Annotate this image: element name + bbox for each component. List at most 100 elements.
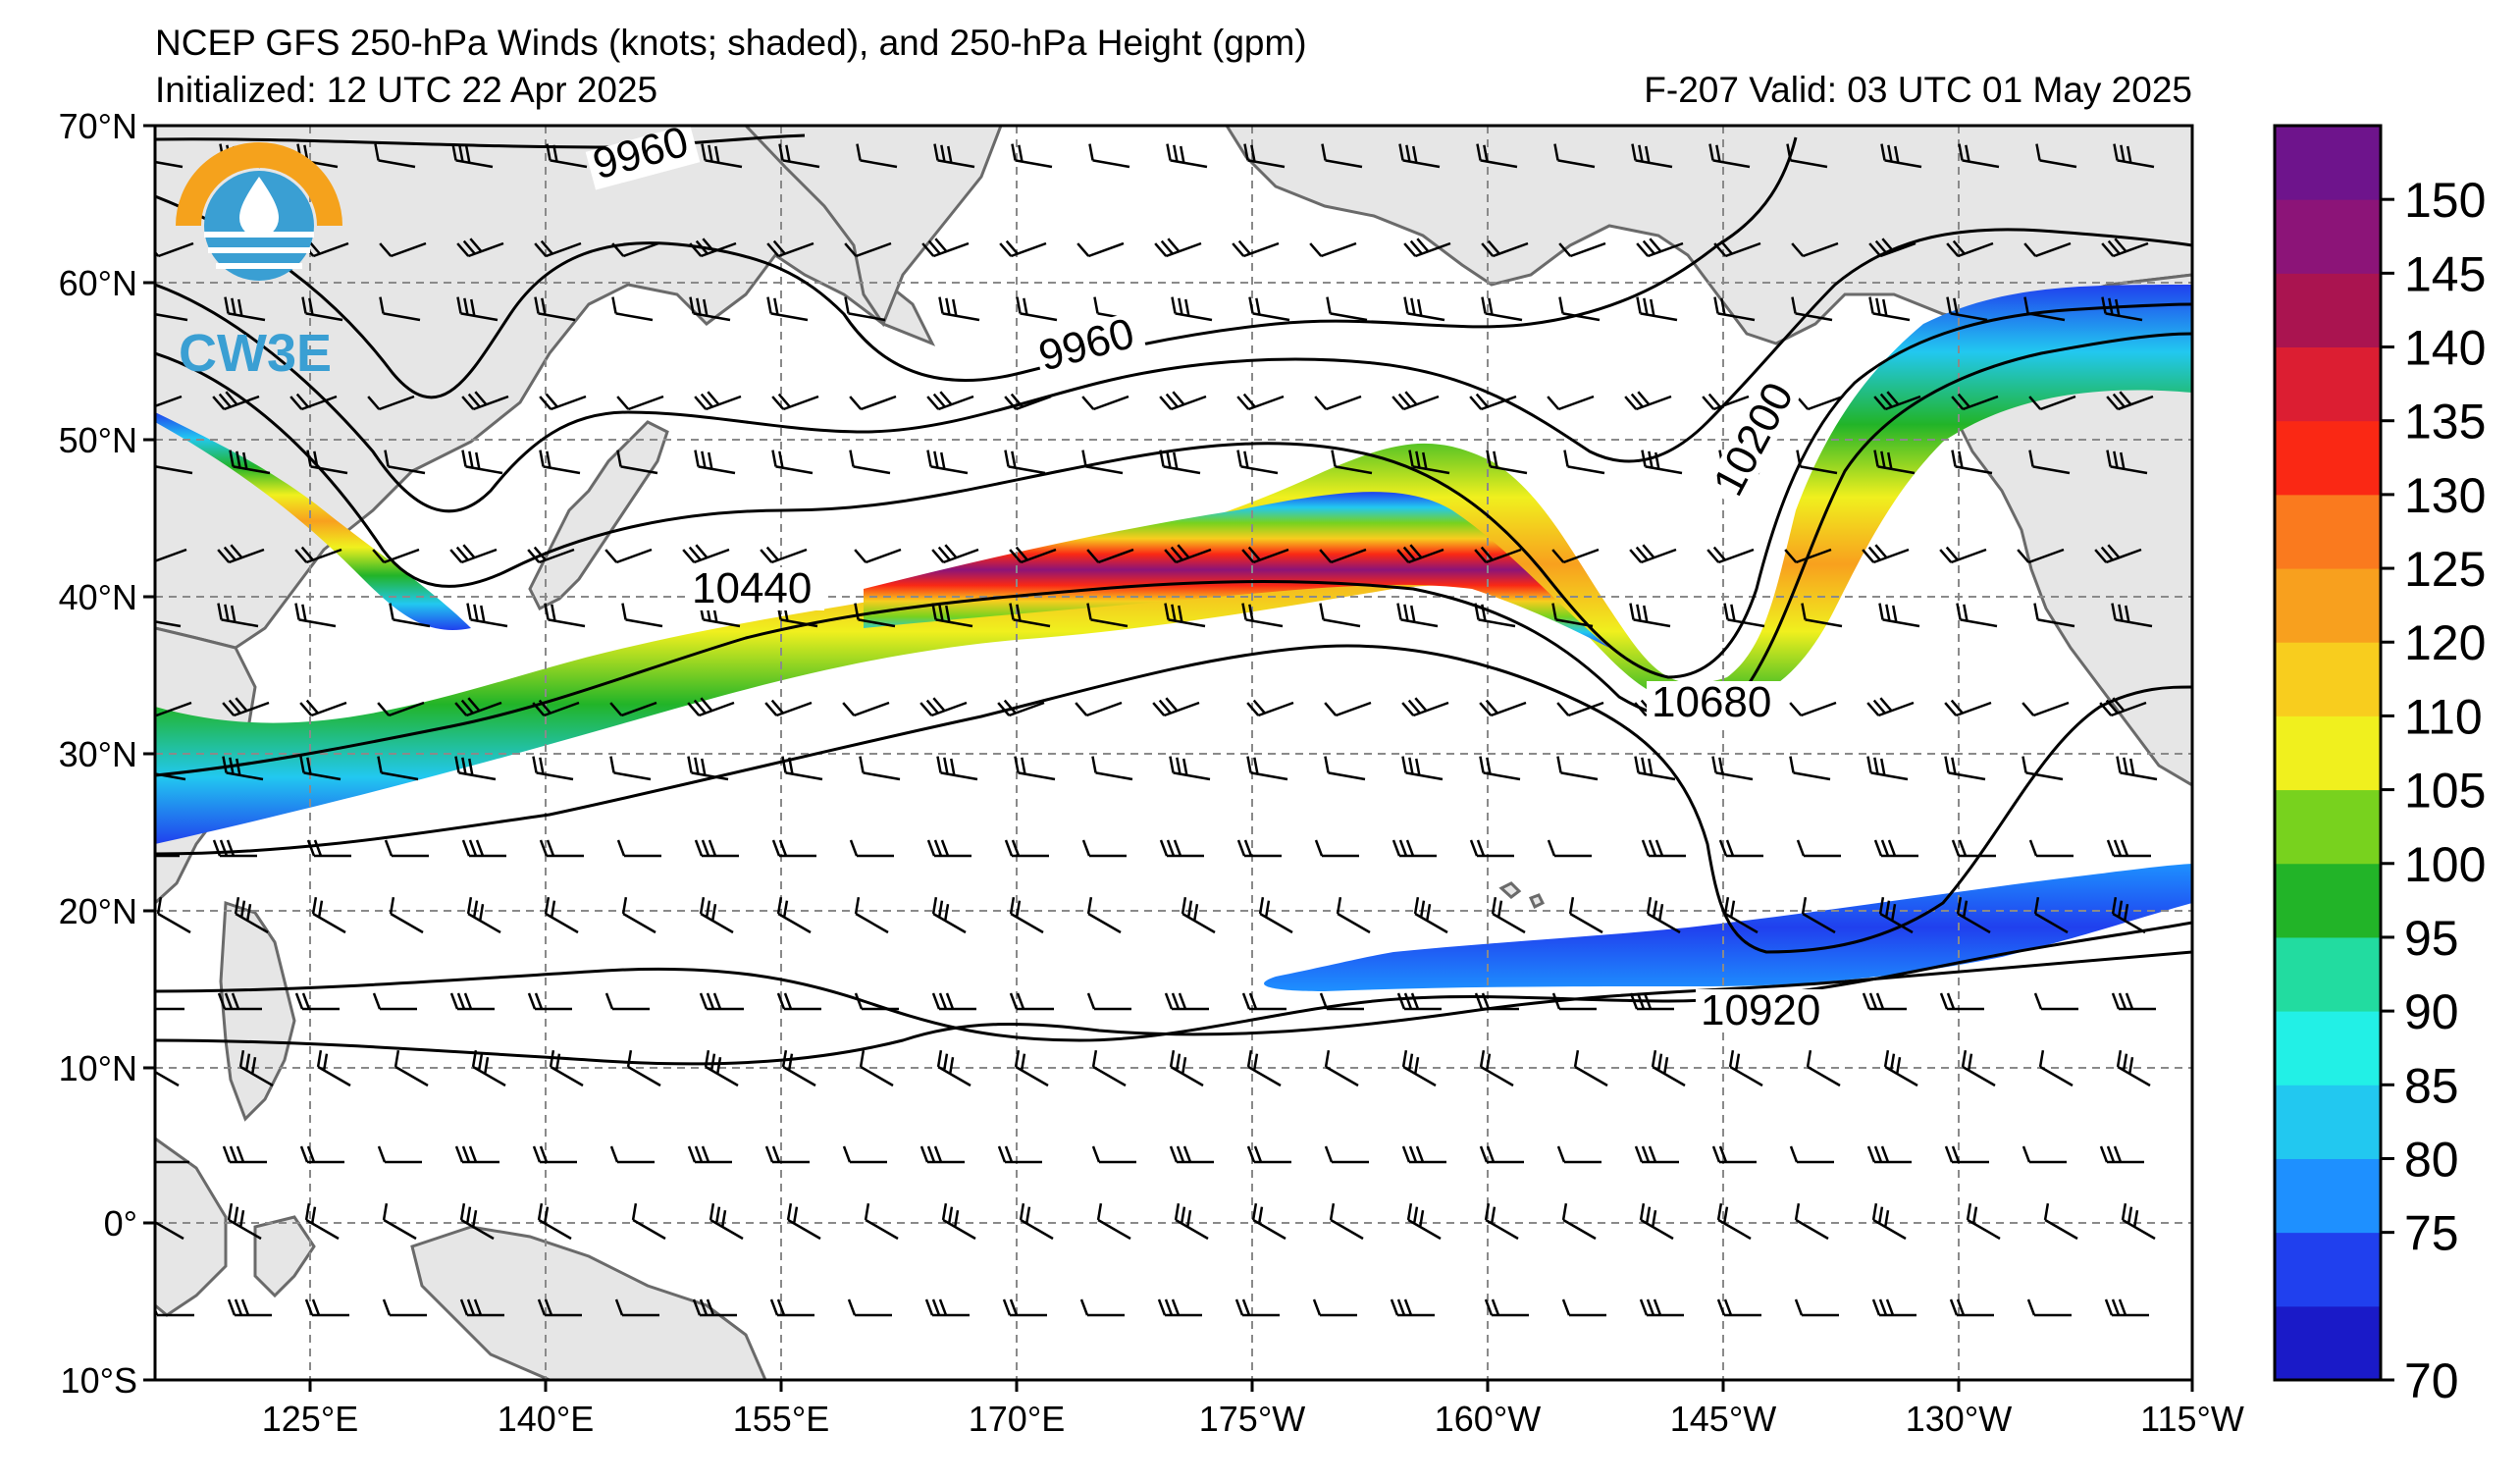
wind-barb	[546, 143, 588, 169]
wind-barb	[1164, 992, 1209, 1011]
colorbar-swatch	[2275, 1232, 2381, 1307]
wind-barb	[367, 395, 415, 411]
wind-barbs	[155, 143, 2158, 1317]
wind-barb	[931, 896, 967, 934]
wind-barb	[1474, 992, 1519, 1011]
wind-barb	[1563, 450, 1605, 475]
wind-barb	[1169, 1049, 1204, 1087]
wind-barb	[544, 603, 586, 628]
wind-barb	[1479, 1145, 1524, 1164]
land-hawaii	[1498, 881, 1546, 910]
colorbar-tick-label: 75	[2404, 1206, 2459, 1261]
wind-barb	[1081, 839, 1127, 858]
wind-barb	[614, 1298, 659, 1317]
wind-barb	[1004, 839, 1049, 858]
wind-barb	[539, 393, 587, 411]
wind-barb	[394, 1049, 429, 1087]
wind-barb	[919, 697, 968, 717]
colorbar-tick-label: 110	[2404, 689, 2483, 744]
wind-barb	[2106, 391, 2154, 411]
drop-icon	[239, 177, 279, 238]
wind-barb	[2104, 1298, 2149, 1317]
wind-barb	[1629, 544, 1677, 564]
wind-barb	[2099, 1145, 2144, 1164]
wind-barb	[1326, 296, 1368, 322]
wind-barb	[1484, 1202, 1519, 1241]
wind-barb	[926, 839, 971, 858]
colorbar-tick-label: 70	[2404, 1353, 2459, 1408]
wind-barb	[306, 450, 348, 475]
wind-barb	[859, 1049, 894, 1087]
wind-barb	[842, 701, 890, 717]
wind-barb	[155, 548, 187, 564]
wind-barb	[1791, 296, 1833, 322]
contour-label-10440: 10440	[692, 564, 812, 612]
wind-barb	[1086, 896, 1122, 934]
wind-barb	[919, 1145, 965, 1164]
wind-barb	[466, 896, 501, 934]
colorbar: 150 145 140 135 130 125 120 110 105 100 95 90 85 80 75…	[2273, 124, 2486, 1408]
wind-barb	[1646, 896, 1681, 934]
wind-barb	[1324, 1049, 1359, 1087]
wind-barb	[1479, 1049, 1514, 1087]
wind-barb	[997, 1145, 1042, 1164]
contour-10920	[155, 950, 2192, 1066]
lat-label: 60°N	[59, 263, 137, 303]
wind-barb	[1944, 699, 1992, 717]
wind-barb	[539, 839, 584, 858]
wind-barb	[1547, 839, 1592, 858]
lon-label: 130°W	[1906, 1399, 2012, 1439]
latitude-labels: 70°N 60°N 50°N 40°N 30°N 20°N 10°N 0° 10…	[59, 106, 137, 1401]
lat-label: 50°N	[59, 420, 137, 460]
wind-barb	[687, 697, 735, 717]
wind-barb	[461, 839, 506, 858]
wind-barb	[372, 548, 420, 564]
wind-barb	[2028, 395, 2076, 411]
wind-barb	[2121, 1202, 2156, 1241]
wind-barb	[1469, 393, 1517, 411]
wind-barb	[621, 603, 663, 628]
wind-barb	[1636, 296, 1678, 322]
wind-barb	[689, 296, 731, 322]
wind-barb	[1939, 992, 1984, 1011]
colorbar-tick-label: 105	[2404, 764, 2486, 819]
wind-barb	[842, 1145, 887, 1164]
wind-barb	[1553, 143, 1596, 169]
wind-barb	[1474, 603, 1516, 628]
wind-barb	[1951, 450, 1993, 475]
wind-barb	[1319, 548, 1367, 564]
wind-barb	[377, 701, 425, 717]
wind-barb	[1561, 1298, 1606, 1317]
wind-barb	[771, 839, 816, 858]
lon-label: 125°E	[262, 1399, 358, 1439]
wind-barb	[1641, 839, 1686, 858]
wind-barb	[687, 1145, 732, 1164]
wind-barb	[534, 239, 582, 258]
lon-label: 175°W	[1199, 1399, 1305, 1439]
wind-barb	[849, 450, 891, 475]
wind-barb	[1309, 241, 1357, 258]
wind-barb	[1236, 393, 1285, 411]
wind-barb	[1558, 296, 1601, 322]
contour-10080	[155, 228, 2192, 513]
wind-barb	[1479, 699, 1527, 717]
wind-barb	[222, 697, 270, 717]
wind-barb	[2023, 241, 2072, 258]
colorbar-swatches	[2275, 126, 2381, 1381]
lat-label: 0°	[104, 1203, 137, 1244]
wind-barb	[539, 450, 581, 475]
wind-barb	[2111, 603, 2153, 628]
wind-barb	[1723, 603, 1765, 628]
wind-barb	[933, 143, 975, 169]
wind-barb	[1641, 450, 1683, 475]
wind-barb	[1556, 756, 1599, 781]
wind-barb	[1868, 296, 1911, 322]
wind-barb	[155, 159, 184, 169]
wind-barb	[1806, 1049, 1841, 1087]
wind-barb	[1481, 296, 1523, 322]
wind-barb	[2111, 992, 2156, 1011]
wind-barb	[694, 391, 742, 411]
wind-barb	[1789, 1145, 1834, 1164]
wind-barb	[1796, 839, 1841, 858]
wind-barb	[2038, 1049, 2074, 1087]
